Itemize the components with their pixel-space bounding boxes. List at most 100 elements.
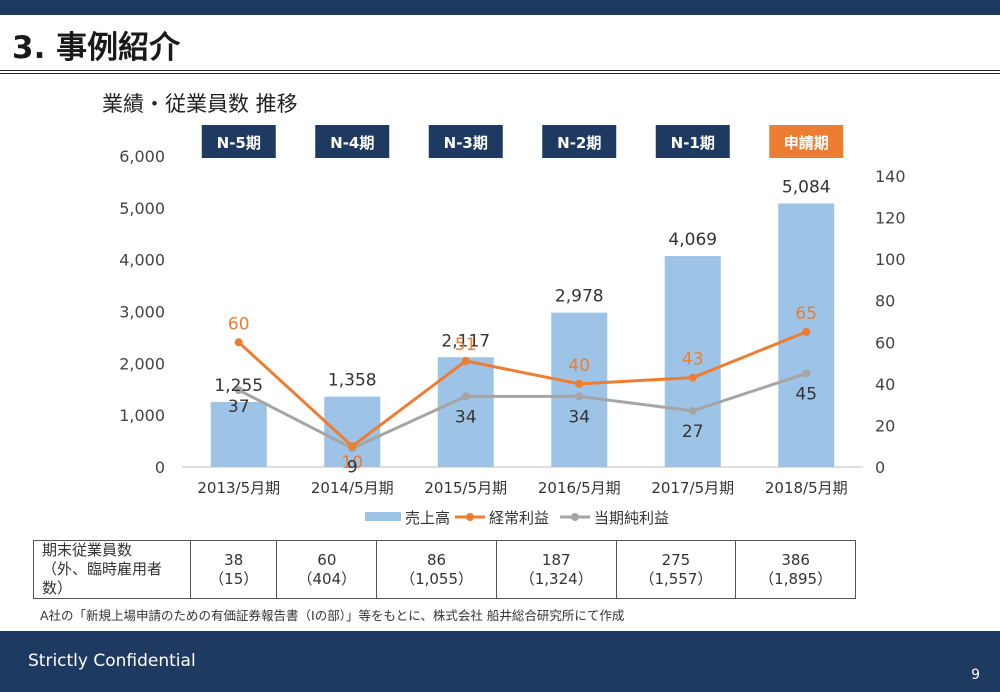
legend-label-sales: 売上高 xyxy=(405,509,450,527)
legend-swatch-sales xyxy=(365,512,401,521)
bar-value-label: 4,069 xyxy=(668,230,717,250)
net-profit-label: 34 xyxy=(455,407,477,427)
x-tick-label: 2015/5月期 xyxy=(424,479,507,497)
source-note: A社の「新規上場申請のための有価証券報告書（Ⅰの部）」等をもとに、株式会社 船井… xyxy=(40,608,625,623)
period-label: N-2期 xyxy=(557,134,601,152)
legend-marker-net-profit xyxy=(571,513,579,521)
bar-value-label: 1,255 xyxy=(214,376,263,396)
employee-header-line1: 期末従業員数 xyxy=(42,541,133,559)
y-right-tick-label: 80 xyxy=(875,292,895,311)
point-ordinary-profit xyxy=(802,327,811,336)
point-ordinary-profit xyxy=(688,373,697,382)
net-profit-label: 34 xyxy=(568,407,590,427)
employee-cell: 38 （15） xyxy=(189,540,278,599)
employee-cell: 275 （1,557） xyxy=(615,540,737,599)
ordinary-profit-label: 43 xyxy=(682,350,704,370)
employee-header-cell: 期末従業員数 （外、臨時雇用者数） xyxy=(33,540,191,599)
line-ordinary-profit xyxy=(237,330,807,449)
y-left-tick-label: 2,000 xyxy=(119,354,165,373)
bar-sales xyxy=(551,312,608,467)
period-label: N-1期 xyxy=(671,134,715,152)
period-label: N-3期 xyxy=(444,134,488,152)
y-left-tick-label: 5,000 xyxy=(119,199,165,218)
performance-chart: 0 1,000 2,000 3,000 4,000 5,000 6,000 0 20 40 60 80… xyxy=(119,125,906,527)
employee-count: 275 xyxy=(661,550,691,569)
y-right-tick-label: 120 xyxy=(875,209,906,228)
point-ordinary-profit xyxy=(348,442,357,451)
bar-value-label: 5,084 xyxy=(782,177,831,197)
bar-value-label: 1,358 xyxy=(328,371,377,391)
employee-temp: （1,557） xyxy=(639,569,713,588)
ordinary-profit-label: 51 xyxy=(455,335,477,355)
employee-count: 38 xyxy=(224,550,244,569)
title-divider-secondary xyxy=(0,73,1000,74)
employee-cell: 86 （1,055） xyxy=(376,540,497,599)
employee-count: 60 xyxy=(317,550,337,569)
employee-temp: （1,895） xyxy=(759,569,833,588)
point-ordinary-profit xyxy=(575,379,584,388)
ordinary-profit-label: 10 xyxy=(341,453,363,473)
employee-count: 386 xyxy=(781,550,810,569)
y-left-tick-label: 3,000 xyxy=(119,303,165,322)
footer-bar: Strictly Confidential 9 xyxy=(0,631,1000,692)
y-right-tick-label: 140 xyxy=(875,167,906,186)
period-label-box xyxy=(542,125,617,158)
net-profit-label: 45 xyxy=(795,384,817,404)
y-right-tick-label: 0 xyxy=(875,458,885,477)
x-tick-label: 2013/5月期 xyxy=(197,479,280,497)
point-net-profit xyxy=(234,386,243,395)
bar-value-label: 2,978 xyxy=(555,287,604,307)
period-label: N-4期 xyxy=(330,134,374,152)
period-label-box xyxy=(201,125,276,158)
page-title: 3. 事例紹介 xyxy=(12,30,181,66)
point-net-profit xyxy=(461,392,470,401)
y-left-tick-label: 4,000 xyxy=(119,251,165,270)
ordinary-profit-label: 40 xyxy=(568,356,590,376)
y-right-tick-label: 20 xyxy=(875,416,895,435)
employee-temp: （15） xyxy=(209,569,259,588)
point-net-profit xyxy=(575,392,584,401)
title-divider xyxy=(0,70,1000,71)
x-tick-label: 2018/5月期 xyxy=(765,479,848,497)
period-label-box xyxy=(315,125,390,158)
employee-count: 86 xyxy=(427,550,447,569)
point-ordinary-profit xyxy=(461,356,470,365)
period-label: 申請期 xyxy=(784,134,829,152)
ordinary-profit-label: 60 xyxy=(228,314,250,334)
employee-table-row: 期末従業員数 （外、臨時雇用者数） 38 （15） 60 （404） 86 （1,05… xyxy=(33,540,856,599)
employee-count: 187 xyxy=(541,550,571,569)
line-net-profit xyxy=(238,372,807,450)
employee-cell: 187 （1,324） xyxy=(495,540,617,599)
employee-cell: 60 （404） xyxy=(276,540,378,599)
y-left-tick-label: 6,000 xyxy=(119,147,165,166)
bar-sales xyxy=(210,401,267,467)
employee-table: 期末従業員数 （外、臨時雇用者数） 38 （15） 60 （404） 86 （1,05… xyxy=(33,540,856,599)
bar-sales xyxy=(664,256,721,467)
period-label-box xyxy=(428,125,503,158)
top-bar xyxy=(0,0,1000,15)
x-tick-label: 2017/5月期 xyxy=(651,479,734,497)
employee-header-line2: （外、臨時雇用者数） xyxy=(42,560,163,597)
chart-subtitle: 業績・従業員数 推移 xyxy=(102,92,298,116)
x-tick-label: 2014/5月期 xyxy=(311,479,394,497)
legend-label-net-profit: 当期純利益 xyxy=(594,509,669,527)
net-profit-label: 37 xyxy=(228,397,250,417)
confidential-label: Strictly Confidential xyxy=(28,651,196,671)
point-ordinary-profit xyxy=(234,338,243,347)
legend-label-ordinary-profit: 経常利益 xyxy=(489,509,549,527)
period-label-box xyxy=(655,125,730,158)
net-profit-label: 9 xyxy=(347,457,358,477)
period-label-box xyxy=(769,125,844,158)
bar-value-label: 2,117 xyxy=(441,331,490,351)
ordinary-profit-label: 65 xyxy=(795,304,817,324)
employee-cell: 386 （1,895） xyxy=(735,540,856,599)
x-tick-label: 2016/5月期 xyxy=(538,479,621,497)
point-net-profit xyxy=(802,369,811,378)
employee-temp: （1,055） xyxy=(400,569,474,588)
y-right-tick-label: 100 xyxy=(875,250,906,269)
y-right-tick-label: 40 xyxy=(875,375,895,394)
y-left-tick-label: 1,000 xyxy=(119,406,165,425)
period-label: N-5期 xyxy=(217,134,261,152)
employee-temp: （1,324） xyxy=(519,569,593,588)
y-right-tick-label: 60 xyxy=(875,333,895,352)
